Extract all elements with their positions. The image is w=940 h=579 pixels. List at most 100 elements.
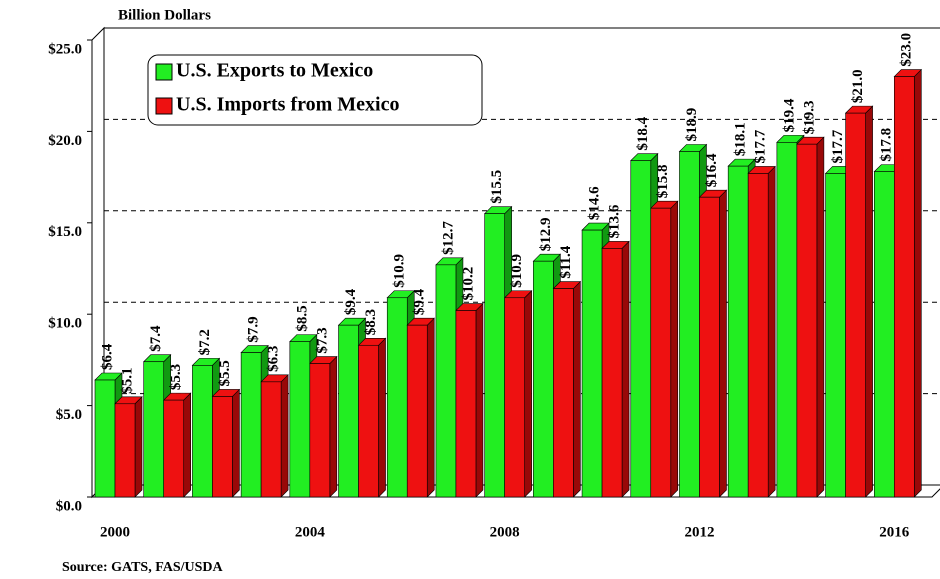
bar-side	[524, 290, 532, 498]
bar-front	[893, 76, 915, 498]
value-label: $6.4	[99, 343, 115, 370]
bar-front	[630, 160, 652, 498]
bar-front	[435, 264, 457, 498]
bar-front	[143, 361, 165, 498]
bar-front	[727, 165, 749, 498]
value-label: $9.4	[412, 288, 428, 315]
value-label: $16.4	[704, 153, 720, 187]
value-label: $17.7	[830, 129, 846, 163]
bar-front	[776, 142, 798, 498]
bar-front	[825, 173, 846, 498]
bar-front	[650, 207, 672, 498]
bar-side	[183, 392, 192, 498]
bar	[747, 165, 776, 498]
value-label: $17.8	[879, 128, 895, 162]
bar	[406, 317, 435, 498]
bar-front	[796, 143, 818, 498]
y-tick-label: $20.0	[48, 133, 82, 149]
bar-front	[747, 173, 769, 498]
bar-side	[621, 240, 630, 498]
x-tick-label: 2008	[490, 524, 520, 540]
value-label: $10.9	[509, 254, 525, 288]
value-label: $17.7	[753, 129, 769, 163]
value-label: $13.6	[606, 204, 622, 238]
bar	[114, 396, 143, 498]
bar-side	[573, 280, 581, 498]
value-label: $14.6	[586, 186, 602, 220]
y-tick-label: $25.0	[48, 41, 82, 57]
bar-front	[533, 260, 554, 498]
value-label: $6.3	[266, 346, 282, 372]
bar-front	[455, 310, 477, 498]
value-label: $7.4	[148, 325, 164, 352]
value-label: $10.9	[392, 254, 408, 288]
value-label: $8.5	[294, 305, 310, 331]
bar-front	[845, 112, 866, 498]
bar-front	[192, 365, 213, 498]
bar	[844, 105, 874, 498]
y-tick-label: $15.0	[48, 224, 82, 240]
value-label: $23.0	[899, 33, 915, 67]
bar-side	[865, 105, 873, 498]
value-label: $8.3	[363, 309, 379, 335]
source: Source: GATS, FAS/USDA	[62, 560, 224, 575]
value-label: $5.5	[217, 360, 233, 386]
bar-side	[232, 388, 240, 498]
bar	[650, 200, 679, 498]
value-label: $18.4	[635, 116, 651, 150]
value-label: $19.4	[781, 98, 797, 132]
bar	[455, 302, 484, 498]
legend-label: U.S. Imports from Mexico	[176, 94, 399, 116]
bar	[357, 337, 387, 498]
bar-side	[134, 396, 143, 498]
bar-front	[163, 399, 185, 498]
bar	[260, 374, 289, 498]
bar-front	[240, 352, 262, 498]
value-label: $7.2	[197, 329, 213, 355]
x-tick-label: 2016	[879, 524, 910, 540]
bar	[796, 136, 825, 498]
bar	[309, 355, 338, 498]
value-label: $12.9	[538, 217, 554, 251]
bar	[211, 388, 241, 498]
value-label: $7.9	[246, 316, 262, 342]
bar-side	[426, 317, 435, 498]
legend-swatch	[155, 63, 173, 81]
x-tick-label: 2004	[295, 524, 326, 540]
value-label: $15.8	[655, 164, 671, 198]
bar-front	[581, 229, 603, 498]
bar-front	[212, 396, 233, 498]
bar	[893, 68, 923, 498]
bar-front	[358, 344, 379, 498]
x-tick-label: 2000	[100, 524, 130, 540]
value-label: $10.2	[460, 267, 476, 301]
value-label: $19.3	[801, 100, 817, 134]
value-label: $7.3	[314, 327, 330, 353]
bar-front	[338, 324, 359, 498]
y-tick-label: $0.0	[56, 498, 82, 514]
bar	[698, 189, 728, 498]
value-label: $21.0	[850, 69, 866, 103]
legend-label: U.S. Exports to Mexico	[176, 60, 373, 82]
x-tick-label: 2012	[684, 524, 714, 540]
bar-side	[475, 302, 484, 498]
bar-front	[873, 171, 895, 498]
value-label: $12.7	[440, 221, 456, 255]
value-label: $5.1	[119, 368, 135, 394]
value-label: $11.4	[558, 245, 574, 278]
bar-side	[329, 355, 338, 498]
bar-front	[553, 288, 574, 498]
bar-front	[699, 196, 720, 498]
value-label: $18.1	[733, 122, 749, 156]
bar-front	[94, 379, 116, 498]
legend-swatch	[155, 97, 173, 115]
bar-front	[386, 297, 408, 498]
bar-side	[913, 68, 922, 498]
bar-front	[114, 403, 136, 498]
bar-side	[670, 200, 679, 498]
bar-front	[504, 297, 525, 498]
value-label: $18.9	[684, 108, 700, 142]
bar	[601, 240, 630, 498]
bar	[503, 290, 533, 498]
